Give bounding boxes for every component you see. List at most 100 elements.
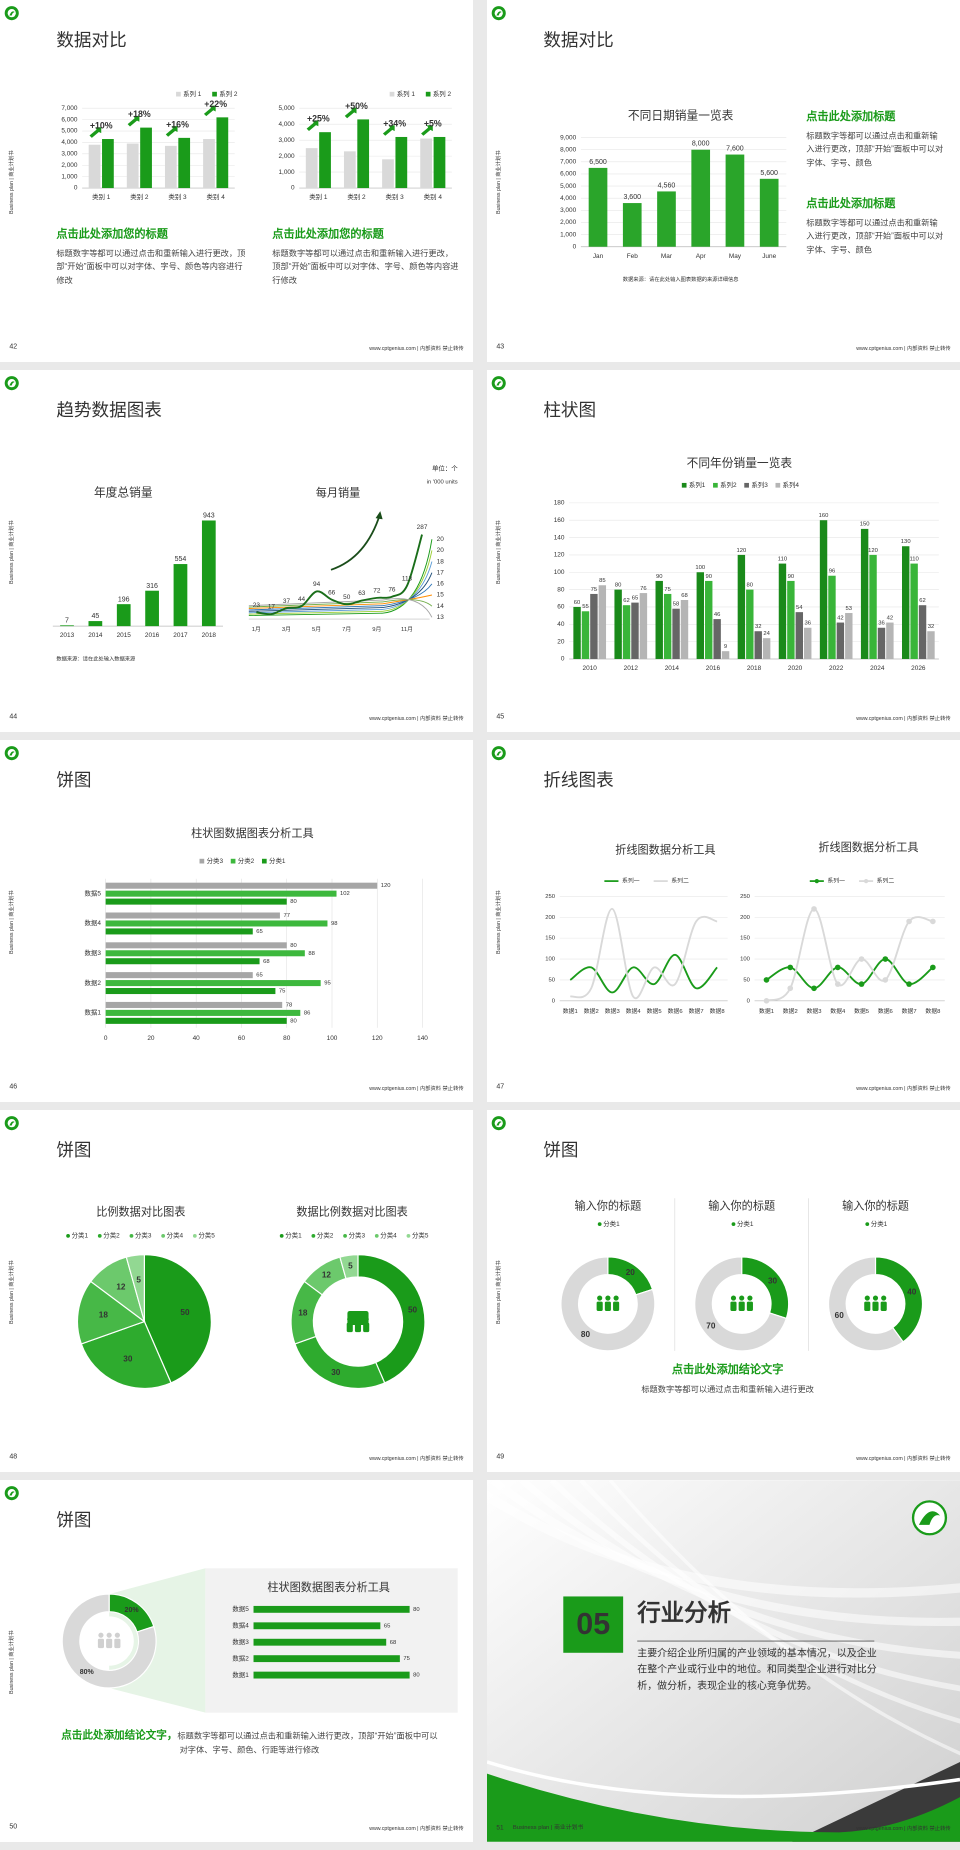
icon [864,1295,870,1301]
x-tick-label: 1月 [252,626,261,633]
bar [721,651,730,659]
legend-label: 分类5 [412,1231,429,1240]
bar [164,145,177,189]
source: 数据来源：请在此处输入图表数据的来源详细信息 [623,275,739,283]
value-label: 4,560 [658,182,676,189]
value-label: 120 [868,548,879,554]
swoosh-light [487,1760,960,1799]
block-body: 标题数字等都可以通过点击和重新输入进行更改，顶部“开始”面板中可以对字体、字号、… [806,219,944,255]
value-label: 36 [804,621,811,627]
x-tick-label: 数据8 [925,1007,940,1015]
slice [560,1256,656,1352]
y-tick-label: 4,000 [61,139,78,146]
x-tick-label: 数据7 [689,1007,704,1015]
bar [105,928,253,935]
bar [105,898,287,905]
bar [819,520,828,659]
value-label: 80 [290,1018,297,1024]
y-tick-label: 1,000 [560,231,577,238]
background [487,370,960,732]
x-tick-label: 类别 3 [386,192,405,201]
x-tick-label: 2018 [747,665,762,672]
legend-label: 系列1 [689,480,706,489]
y-tick-label: 数据4 [84,918,101,927]
icon [106,1638,113,1649]
bar [901,546,910,659]
bar [762,638,771,659]
section-title: 行业分析 [636,1598,731,1625]
slice [125,1254,145,1322]
bar [614,589,622,659]
bar [828,575,836,659]
minor-line [248,598,433,618]
source: 数据来源：请在此处输入数据来源 [56,654,136,662]
line [256,534,423,616]
value-label: 554 [175,556,187,563]
page-number: 46 [9,1083,17,1090]
y-tick-label: 100 [740,957,751,963]
x-tick-label: 2015 [117,632,132,639]
y-tick-label: 数据4 [232,1620,249,1629]
line [766,907,934,1002]
text-block: 点击此处添加您的标题标题数字等都可以通过点击和重新输入进行更改，顶部“开始”面板… [56,228,245,285]
x-tick-label: 2017 [173,632,188,639]
y-tick-label: 数据1 [232,1670,249,1679]
value-label: 90 [705,574,712,580]
bar [88,144,101,189]
bar [145,590,159,627]
x-tick-label: 2016 [706,665,721,672]
side-label: Business plan | 商业计划书 [7,1630,15,1693]
swoosh [487,1490,960,1598]
x-tick-label: 2016 [145,632,160,639]
end-label: 20 [437,547,445,554]
icon [730,1295,737,1301]
value-label: 3,600 [623,194,641,201]
bar [395,136,408,189]
value-label: 85 [599,578,606,584]
y-tick-label: 250 [740,894,751,900]
value-label: 80 [581,1330,591,1339]
x-tick-label: Mar [661,253,673,260]
minor-line [248,550,433,615]
chart-title: 输入你的标题 [842,1198,909,1212]
annotation-arrow [165,126,178,137]
legend-swatch [731,1222,736,1226]
section-number: 05 [576,1607,610,1641]
x-tick-label: 数据6 [878,1007,893,1015]
value-label: 160 [819,513,830,519]
bar [759,178,779,247]
bar [622,605,631,659]
y-tick-label: 100 [554,569,565,576]
annotation: +50% [345,101,368,111]
bar [173,564,188,627]
legend-label: 系列 1 [397,89,416,98]
x-tick-label: 140 [417,1035,428,1042]
x-tick-label: 类别 1 [309,192,328,201]
value-label: 287 [417,524,428,531]
legend-label: 分类3 [349,1231,366,1240]
legend-swatch [865,1222,870,1226]
block-heading: 点击此处添加结论文字 [671,1363,784,1377]
side-label: Business plan | 商业计划书 [7,520,15,583]
side-label: Business plan | 商业计划书 [494,150,502,213]
annotation: +34% [383,118,406,128]
value-label: 80 [413,1607,420,1613]
bar [253,1605,410,1613]
marker [763,997,770,1004]
legend-label: 分类1 [285,1231,302,1240]
legend-swatch [192,1233,197,1238]
icon [730,1301,737,1311]
swoosh [490,1480,960,1627]
bar [105,890,337,897]
value-label: 30 [768,1277,778,1286]
slide-title: 数据对比 [56,30,126,50]
x-tick-label: 2026 [911,665,926,672]
value-label: 65 [256,929,263,935]
value-label: 98 [331,921,338,927]
bar [105,1017,287,1024]
bar [918,605,927,659]
marker [858,956,865,962]
x-tick-label: 数据1 [759,1007,774,1015]
annotation-arrow [421,125,433,136]
side-label: Business plan | 商业计划书 [7,150,15,213]
